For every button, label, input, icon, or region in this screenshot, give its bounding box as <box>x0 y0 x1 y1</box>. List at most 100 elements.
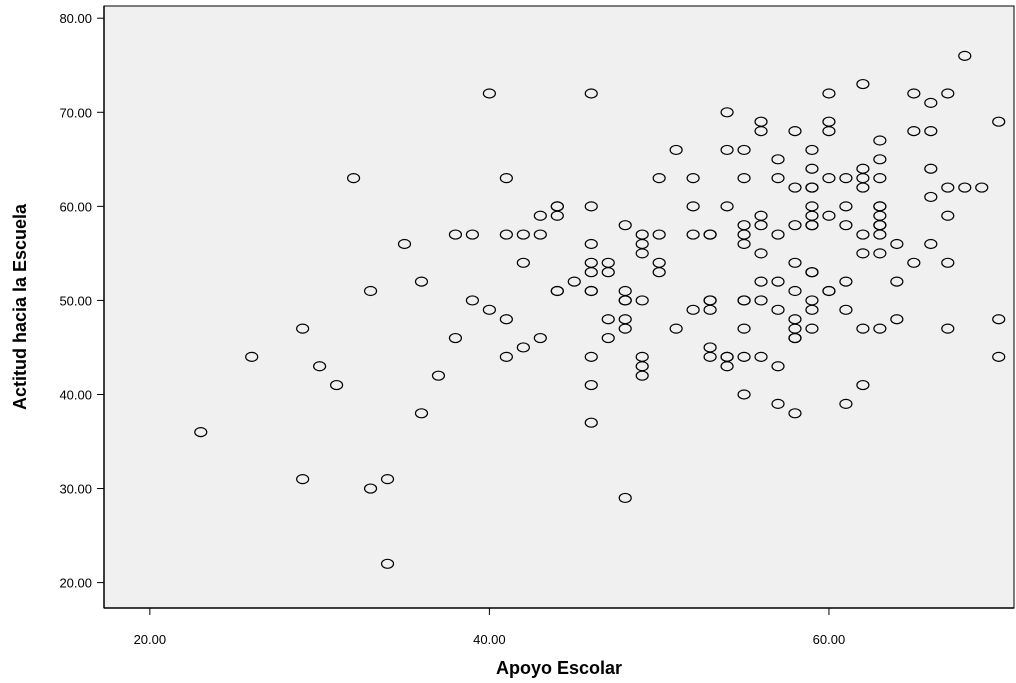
scatter-point <box>720 361 734 372</box>
scatter-point <box>533 332 547 344</box>
scatter-point <box>958 182 972 193</box>
scatter-point <box>992 351 1006 362</box>
scatter-point <box>448 332 463 344</box>
scatter-point <box>754 276 768 287</box>
scatter-point <box>499 351 513 362</box>
scatter-point <box>805 267 819 278</box>
scatter-point <box>941 257 955 268</box>
scatter-point <box>550 210 564 221</box>
scatter-point <box>873 135 887 146</box>
scatter-point <box>533 210 547 221</box>
scatter-point <box>737 173 751 184</box>
scatter-point <box>856 182 870 193</box>
scatter-point <box>737 295 751 306</box>
scatter-point <box>771 276 785 287</box>
x-tick-label: 20.00 <box>134 632 167 647</box>
scatter-point <box>737 389 751 400</box>
y-tick-label: 30.00 <box>59 482 92 497</box>
scatter-point <box>669 323 683 334</box>
scatter-point <box>873 248 887 259</box>
scatter-point <box>856 229 870 240</box>
scatter-point <box>516 229 530 240</box>
scatter-point <box>839 276 853 287</box>
scatter-point <box>567 276 581 287</box>
scatter-point <box>771 173 785 184</box>
scatter-point <box>584 417 598 428</box>
scatter-point <box>194 427 208 438</box>
scatter-point <box>499 173 513 184</box>
scatter-point <box>584 88 598 99</box>
scatter-point <box>601 267 615 278</box>
scatter-point <box>754 351 768 362</box>
scatter-point <box>873 323 887 334</box>
scatter-point <box>720 201 734 212</box>
scatter-point <box>907 88 921 99</box>
scatter-point <box>975 182 989 193</box>
scatter-point <box>924 97 938 108</box>
scatter-point <box>296 323 310 334</box>
scatter-point <box>839 201 853 212</box>
scatter-point <box>839 304 853 315</box>
scatter-point <box>890 276 904 287</box>
scatter-point <box>245 351 259 362</box>
scatter-point <box>720 107 734 118</box>
scatter-point <box>771 304 785 315</box>
scatter-point <box>686 304 700 315</box>
y-tick-label: 70.00 <box>59 105 92 120</box>
scatter-point <box>805 182 819 193</box>
scatter-point <box>924 238 938 250</box>
x-axis-ticks: 20.00 40.00 60.00 <box>134 608 845 647</box>
scatter-point <box>839 173 853 184</box>
scatter-point <box>788 182 802 193</box>
scatter-point <box>924 191 938 203</box>
x-axis-title: Apoyo Escolar <box>496 658 622 678</box>
scatter-point <box>873 173 887 184</box>
scatter-point <box>839 220 853 231</box>
scatter-point <box>941 210 955 221</box>
scatter-point <box>584 379 598 391</box>
scatter-point <box>890 238 904 250</box>
scatter-point <box>873 229 887 240</box>
scatter-point <box>873 154 887 165</box>
scatter-point <box>346 173 361 184</box>
y-tick-label: 60.00 <box>59 199 92 214</box>
scatter-point <box>941 182 955 193</box>
data-points <box>194 50 1006 569</box>
scatter-point <box>941 88 955 99</box>
scatter-point <box>363 483 378 494</box>
scatter-point <box>618 492 632 504</box>
scatter-point <box>482 88 496 99</box>
scatter-point <box>839 398 853 409</box>
scatter-point <box>805 163 819 174</box>
scatter-point <box>856 78 870 90</box>
x-tick-label: 40.00 <box>473 632 506 647</box>
scatter-point <box>584 238 598 250</box>
scatter-point <box>313 361 327 372</box>
scatter-point <box>703 351 717 362</box>
scatter-point <box>431 370 446 381</box>
y-tick-label: 50.00 <box>59 293 92 308</box>
scatter-point <box>788 126 802 137</box>
scatter-point <box>856 248 870 259</box>
scatter-point <box>822 210 836 221</box>
y-axis-ticks: 20.00 30.00 40.00 50.00 60.00 70.00 80.00 <box>59 11 104 591</box>
scatter-point <box>329 379 344 391</box>
scatter-point <box>669 144 683 156</box>
scatter-point <box>805 323 819 334</box>
scatter-point <box>737 238 751 250</box>
scatter-point <box>924 126 938 137</box>
scatter-point <box>754 126 768 137</box>
scatter-point <box>771 229 785 240</box>
scatter-point <box>822 126 836 137</box>
scatter-point <box>754 220 768 231</box>
scatter-point <box>380 474 395 485</box>
y-axis-title: Actitud hacia la Escuela <box>10 203 30 410</box>
scatter-point <box>686 229 700 240</box>
scatter-point <box>363 285 378 297</box>
scatter-point <box>771 398 785 409</box>
scatter-point <box>584 285 598 297</box>
scatter-point <box>941 323 955 334</box>
scatter-point <box>533 229 547 240</box>
scatter-point <box>992 116 1006 127</box>
